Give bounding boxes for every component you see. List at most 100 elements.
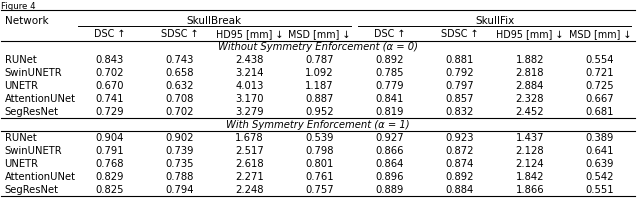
Text: AttentionUNet: AttentionUNet <box>4 94 76 104</box>
Text: 0.892: 0.892 <box>445 172 474 182</box>
Text: 0.739: 0.739 <box>165 146 193 156</box>
Text: 0.779: 0.779 <box>375 81 404 91</box>
Text: 0.832: 0.832 <box>445 107 474 117</box>
Text: SDSC ↑: SDSC ↑ <box>161 29 198 39</box>
Text: 2.452: 2.452 <box>515 107 544 117</box>
Text: 3.214: 3.214 <box>235 68 264 78</box>
Text: 0.904: 0.904 <box>95 133 124 143</box>
Text: SegResNet: SegResNet <box>4 185 58 195</box>
Text: 0.757: 0.757 <box>305 185 334 195</box>
Text: 0.787: 0.787 <box>305 55 333 65</box>
Text: MSD [mm] ↓: MSD [mm] ↓ <box>568 29 631 39</box>
Text: Figure 4: Figure 4 <box>1 2 36 12</box>
Text: SDSC ↑: SDSC ↑ <box>441 29 479 39</box>
Text: 0.542: 0.542 <box>586 172 614 182</box>
Text: 0.708: 0.708 <box>165 94 193 104</box>
Text: 1.882: 1.882 <box>515 55 544 65</box>
Text: 0.872: 0.872 <box>445 146 474 156</box>
Text: 0.725: 0.725 <box>586 81 614 91</box>
Text: 0.761: 0.761 <box>305 172 334 182</box>
Text: 0.792: 0.792 <box>445 68 474 78</box>
Text: 0.702: 0.702 <box>95 68 124 78</box>
Text: 0.741: 0.741 <box>95 94 124 104</box>
Text: 2.248: 2.248 <box>235 185 264 195</box>
Text: 0.639: 0.639 <box>586 159 614 169</box>
Text: 0.896: 0.896 <box>375 172 404 182</box>
Text: SkullBreak: SkullBreak <box>187 16 242 26</box>
Text: 0.887: 0.887 <box>305 94 333 104</box>
Text: 0.798: 0.798 <box>305 146 333 156</box>
Text: MSD [mm] ↓: MSD [mm] ↓ <box>288 29 351 39</box>
Text: Without Symmetry Enforcement (α = 0): Without Symmetry Enforcement (α = 0) <box>218 42 418 52</box>
Text: 1.678: 1.678 <box>235 133 264 143</box>
Text: 0.843: 0.843 <box>95 55 124 65</box>
Text: 2.517: 2.517 <box>235 146 264 156</box>
Text: 0.641: 0.641 <box>586 146 614 156</box>
Text: 1.092: 1.092 <box>305 68 334 78</box>
Text: 3.279: 3.279 <box>235 107 264 117</box>
Text: DSC ↑: DSC ↑ <box>93 29 125 39</box>
Text: 3.170: 3.170 <box>235 94 264 104</box>
Text: HD95 [mm] ↓: HD95 [mm] ↓ <box>216 29 283 39</box>
Text: 0.797: 0.797 <box>445 81 474 91</box>
Text: 0.923: 0.923 <box>445 133 474 143</box>
Text: 2.128: 2.128 <box>515 146 544 156</box>
Text: 0.866: 0.866 <box>375 146 404 156</box>
Text: 1.866: 1.866 <box>515 185 544 195</box>
Text: 0.801: 0.801 <box>305 159 333 169</box>
Text: HD95 [mm] ↓: HD95 [mm] ↓ <box>496 29 563 39</box>
Text: 2.438: 2.438 <box>236 55 264 65</box>
Text: SwinUNETR: SwinUNETR <box>4 68 62 78</box>
Text: 0.735: 0.735 <box>165 159 193 169</box>
Text: 0.791: 0.791 <box>95 146 124 156</box>
Text: 0.889: 0.889 <box>376 185 404 195</box>
Text: RUNet: RUNet <box>4 55 36 65</box>
Text: 0.702: 0.702 <box>165 107 193 117</box>
Text: 0.864: 0.864 <box>376 159 404 169</box>
Text: 0.892: 0.892 <box>375 55 404 65</box>
Text: 0.729: 0.729 <box>95 107 124 117</box>
Text: 0.670: 0.670 <box>95 81 124 91</box>
Text: 0.819: 0.819 <box>375 107 404 117</box>
Text: SwinUNETR: SwinUNETR <box>4 146 62 156</box>
Text: 0.551: 0.551 <box>586 185 614 195</box>
Text: Network: Network <box>4 16 48 26</box>
Text: 2.818: 2.818 <box>515 68 544 78</box>
Text: 0.743: 0.743 <box>165 55 193 65</box>
Text: 2.884: 2.884 <box>515 81 544 91</box>
Text: With Symmetry Enforcement (α = 1): With Symmetry Enforcement (α = 1) <box>227 120 410 130</box>
Text: 2.271: 2.271 <box>235 172 264 182</box>
Text: 1.437: 1.437 <box>515 133 544 143</box>
Text: SegResNet: SegResNet <box>4 107 58 117</box>
Text: DSC ↑: DSC ↑ <box>374 29 405 39</box>
Text: 0.632: 0.632 <box>165 81 193 91</box>
Text: UNETR: UNETR <box>4 159 38 169</box>
Text: 0.927: 0.927 <box>375 133 404 143</box>
Text: 0.658: 0.658 <box>165 68 193 78</box>
Text: 0.884: 0.884 <box>445 185 474 195</box>
Text: 0.721: 0.721 <box>586 68 614 78</box>
Text: 0.681: 0.681 <box>586 107 614 117</box>
Text: 0.902: 0.902 <box>165 133 193 143</box>
Text: 0.825: 0.825 <box>95 185 124 195</box>
Text: RUNet: RUNet <box>4 133 36 143</box>
Text: AttentionUNet: AttentionUNet <box>4 172 76 182</box>
Text: 0.667: 0.667 <box>586 94 614 104</box>
Text: 0.829: 0.829 <box>95 172 124 182</box>
Text: 2.124: 2.124 <box>515 159 544 169</box>
Text: UNETR: UNETR <box>4 81 38 91</box>
Text: 0.881: 0.881 <box>445 55 474 65</box>
Text: 0.952: 0.952 <box>305 107 334 117</box>
Text: 0.768: 0.768 <box>95 159 124 169</box>
Text: 0.874: 0.874 <box>445 159 474 169</box>
Text: 2.328: 2.328 <box>515 94 544 104</box>
Text: 0.539: 0.539 <box>305 133 333 143</box>
Text: 2.618: 2.618 <box>235 159 264 169</box>
Text: 0.857: 0.857 <box>445 94 474 104</box>
Text: 0.389: 0.389 <box>586 133 614 143</box>
Text: 0.841: 0.841 <box>376 94 404 104</box>
Text: SkullFix: SkullFix <box>475 16 515 26</box>
Text: 4.013: 4.013 <box>236 81 264 91</box>
Text: 1.842: 1.842 <box>515 172 544 182</box>
Text: 0.785: 0.785 <box>375 68 404 78</box>
